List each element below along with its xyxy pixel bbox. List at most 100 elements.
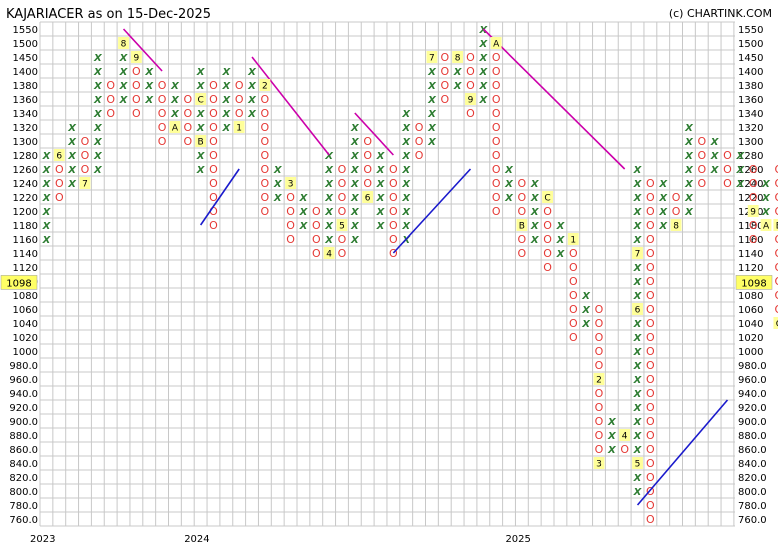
o-mark: O xyxy=(209,191,218,204)
y-tick-label: 800.0 xyxy=(738,487,767,498)
month-marker-box xyxy=(452,51,464,63)
x-mark: X xyxy=(401,221,411,232)
o-mark: O xyxy=(261,163,270,176)
x-mark: X xyxy=(401,151,411,162)
o-mark: O xyxy=(646,387,655,400)
month-marker-box xyxy=(632,247,643,259)
y-tick-label: 1060 xyxy=(13,305,38,316)
o-mark: O xyxy=(492,79,501,92)
y-tick-label: 920.0 xyxy=(9,403,38,414)
o-mark: O xyxy=(106,93,115,106)
month-marker-label: 1 xyxy=(236,124,242,134)
o-mark: O xyxy=(209,79,218,92)
o-mark: O xyxy=(569,331,578,344)
x-mark: X xyxy=(350,207,360,218)
x-mark: X xyxy=(478,67,488,78)
o-mark: O xyxy=(209,93,218,106)
y-tick-label: 820.0 xyxy=(9,473,38,484)
y-tick-label: 1320 xyxy=(13,123,38,134)
x-mark: X xyxy=(196,123,206,134)
o-mark: O xyxy=(775,233,778,246)
x-mark: X xyxy=(607,417,617,428)
x-mark: X xyxy=(478,95,488,106)
x-year-label: 2025 xyxy=(505,534,530,545)
x-mark: X xyxy=(376,165,386,176)
month-marker-box xyxy=(336,219,348,231)
o-mark: O xyxy=(55,163,64,176)
month-marker-label: 4 xyxy=(326,250,332,260)
y-tick-label: 900.0 xyxy=(9,417,38,428)
o-mark: O xyxy=(543,261,552,274)
month-marker-label: 2 xyxy=(262,82,268,92)
y-tick-label: 1300 xyxy=(738,137,763,148)
x-mark: X xyxy=(453,67,463,78)
x-mark: X xyxy=(401,235,411,246)
month-marker-label: B xyxy=(776,222,778,232)
o-mark: O xyxy=(595,443,604,456)
x-mark: X xyxy=(119,67,129,78)
x-mark: X xyxy=(427,109,437,120)
o-mark: O xyxy=(595,331,604,344)
month-marker-box xyxy=(619,429,631,441)
x-mark: X xyxy=(401,165,411,176)
x-year-label: 2023 xyxy=(30,534,55,545)
x-mark: X xyxy=(324,179,334,190)
o-mark: O xyxy=(518,247,527,260)
month-marker-box xyxy=(516,219,528,231)
x-mark: X xyxy=(633,473,643,484)
o-mark: O xyxy=(338,163,347,176)
x-mark: X xyxy=(350,165,360,176)
resistance-trendline xyxy=(482,28,626,170)
o-mark: O xyxy=(312,219,321,232)
o-mark: O xyxy=(235,79,244,92)
month-marker-label: B xyxy=(198,138,204,148)
month-marker-label: 9 xyxy=(468,96,474,106)
month-marker-label: A xyxy=(172,124,179,134)
x-mark: X xyxy=(478,53,488,64)
resistance-trendline xyxy=(251,56,330,156)
x-mark: X xyxy=(67,137,77,148)
o-mark: O xyxy=(492,191,501,204)
month-marker-box xyxy=(670,219,682,231)
y-tick-label: 960.0 xyxy=(738,375,767,386)
x-mark: X xyxy=(581,319,591,330)
o-mark: O xyxy=(261,205,270,218)
month-marker-box xyxy=(169,121,181,133)
x-mark: X xyxy=(633,431,643,442)
o-mark: O xyxy=(338,247,347,260)
x-mark: X xyxy=(42,151,52,162)
month-marker-label: C xyxy=(544,194,550,204)
x-mark: X xyxy=(299,221,309,232)
x-mark: X xyxy=(530,235,540,246)
month-marker-label: 2 xyxy=(596,376,602,386)
o-mark: O xyxy=(209,107,218,120)
x-mark: X xyxy=(119,53,129,64)
o-mark: O xyxy=(646,457,655,470)
x-mark: X xyxy=(350,179,360,190)
o-mark: O xyxy=(518,177,527,190)
y-tick-label: 1380 xyxy=(13,81,38,92)
y-tick-label: 1400 xyxy=(738,67,763,78)
x-mark: X xyxy=(761,193,771,204)
x-mark: X xyxy=(401,109,411,120)
o-mark: O xyxy=(775,247,778,260)
x-mark: X xyxy=(761,207,771,218)
x-mark: X xyxy=(401,123,411,134)
y-tick-label: 1220 xyxy=(738,193,763,204)
o-mark: O xyxy=(620,443,629,456)
x-mark: X xyxy=(67,151,77,162)
month-marker-box xyxy=(233,121,245,133)
o-mark: O xyxy=(235,93,244,106)
o-mark: O xyxy=(132,65,141,78)
month-marker-box xyxy=(285,177,296,189)
o-mark: O xyxy=(646,499,655,512)
x-mark: X xyxy=(710,137,720,148)
x-mark: X xyxy=(530,221,540,232)
o-mark: O xyxy=(518,233,527,246)
o-mark: O xyxy=(312,247,321,260)
o-mark: O xyxy=(775,191,778,204)
x-mark: X xyxy=(581,305,591,316)
o-mark: O xyxy=(338,233,347,246)
support-trendline xyxy=(392,168,472,254)
month-marker-label: C xyxy=(776,320,778,330)
